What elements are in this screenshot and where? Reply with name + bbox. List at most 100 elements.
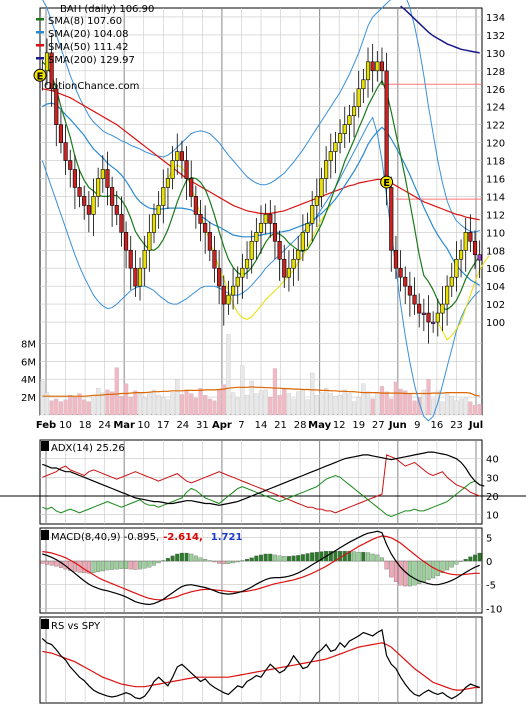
volume-bar: [478, 404, 482, 415]
candle-body: [171, 161, 175, 179]
macd-histogram-bar: [445, 561, 449, 570]
x-tick-label: Jun: [388, 420, 407, 431]
candle-body: [264, 214, 268, 223]
volume-bar: [226, 334, 230, 415]
x-tick-label: 24: [98, 420, 111, 431]
x-tick-label: 21: [274, 420, 287, 431]
x-tick-label: 28: [294, 420, 307, 431]
sma200-line: [401, 6, 480, 53]
candle-body: [469, 232, 473, 241]
candle-body: [59, 125, 63, 143]
volume-bar: [152, 390, 156, 415]
volume-bar: [301, 390, 305, 415]
candle-body: [296, 250, 300, 259]
volume-bar: [366, 392, 370, 415]
candle-body: [64, 143, 68, 161]
candle-body: [366, 62, 370, 80]
macd-histogram-bar: [473, 555, 477, 561]
candle-body: [227, 295, 231, 304]
macd-histogram-bar: [134, 561, 138, 570]
candle-body: [110, 187, 114, 205]
macd-histogram-bar: [301, 554, 305, 561]
candle-body: [143, 250, 147, 268]
macd-histogram-bar: [185, 553, 189, 561]
volume-bar: [473, 405, 477, 415]
macd-tick-label: -5: [486, 581, 496, 592]
macd-histogram-bar: [245, 559, 249, 561]
x-tick-label: 9: [414, 420, 420, 431]
candle-body: [92, 196, 96, 214]
macd-histogram-bar: [250, 558, 254, 561]
volume-bar: [296, 392, 300, 415]
candle-body: [120, 214, 124, 232]
volume-bar: [324, 388, 328, 415]
x-tick-label: 27: [372, 420, 385, 431]
macd-swatch: [41, 530, 49, 540]
macd-histogram-bar: [268, 554, 272, 561]
candle-body: [459, 250, 463, 259]
macd-histogram-bar: [101, 561, 105, 571]
macd-histogram-bar: [143, 561, 147, 568]
volume-bar: [254, 394, 258, 415]
macd-histogram-bar: [352, 552, 356, 561]
volume-bar: [459, 399, 463, 415]
macd-histogram-bar: [310, 553, 314, 562]
volume-bar: [389, 399, 393, 415]
volume-bar: [320, 393, 324, 415]
volume-bar: [278, 395, 282, 415]
candle-body: [348, 116, 352, 125]
volume-bar: [115, 368, 119, 415]
volume-bar: [464, 398, 468, 415]
candle-body: [189, 178, 193, 196]
volume-bar: [101, 393, 105, 415]
candle-body: [185, 161, 189, 179]
x-tick-label: 7: [238, 420, 244, 431]
macd-histogram-bar: [227, 561, 231, 564]
macd-histogram-bar: [124, 561, 128, 569]
price-tick-label: 106: [486, 264, 505, 275]
volume-bar: [380, 386, 384, 415]
price-tick-label: 118: [486, 157, 505, 168]
candle-body: [87, 205, 91, 214]
candle-body: [208, 232, 212, 250]
candle-body: [441, 304, 445, 313]
x-tick-label: 24: [176, 420, 189, 431]
candle-body: [96, 178, 100, 196]
macd-histogram-bar: [236, 561, 240, 562]
macd-histogram-bar: [166, 558, 170, 561]
macd-histogram-bar: [138, 561, 142, 569]
site-watermark: OptionChance.com: [44, 81, 139, 92]
macd-histogram-bar: [110, 561, 114, 570]
macd-histogram-bar: [292, 556, 296, 561]
candle-body: [352, 107, 356, 116]
candle-body: [199, 214, 203, 223]
macd-histogram-bar: [455, 561, 459, 564]
candle-body: [162, 187, 166, 205]
volume-bar: [217, 390, 221, 415]
macd-histogram-bar: [213, 561, 217, 562]
macd-histogram-bar: [199, 558, 203, 561]
price-tick-label: 102: [486, 300, 505, 311]
price-tick-label: 124: [486, 103, 505, 114]
macd-histogram-bar: [180, 553, 184, 561]
candle-body: [362, 80, 366, 89]
candle-body: [385, 71, 389, 188]
candle-body: [473, 241, 477, 254]
candle-body: [245, 259, 249, 268]
macd-histogram-bar: [152, 561, 156, 565]
volume-bar: [375, 393, 379, 415]
event-marker-label: E: [383, 178, 390, 189]
volume-bar: [264, 390, 268, 415]
volume-bar: [454, 401, 458, 415]
candle-body: [129, 250, 133, 268]
legend-swatch: [36, 31, 44, 34]
candle-body: [329, 152, 333, 161]
volume-bar: [194, 398, 198, 415]
candle-body: [282, 259, 286, 277]
candle-body: [68, 161, 72, 170]
volume-bar: [54, 399, 58, 415]
adx-title: ADX(14) 25.26: [51, 443, 125, 454]
macd-histogram-bar: [82, 561, 86, 573]
macd-histogram-bar: [413, 561, 417, 585]
candle-body: [478, 255, 482, 260]
